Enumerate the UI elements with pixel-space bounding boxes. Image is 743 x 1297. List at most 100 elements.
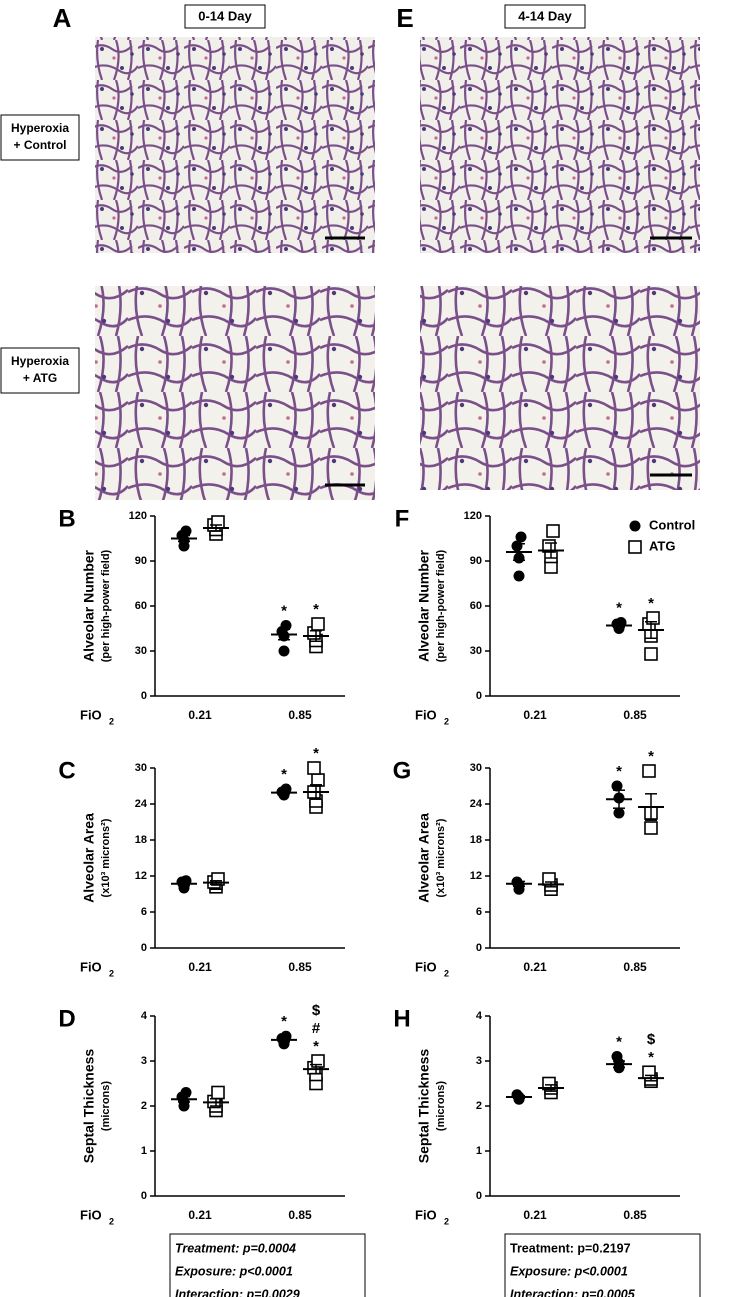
y-tick-label: 12 bbox=[470, 870, 482, 882]
panel-letter: E bbox=[396, 3, 413, 33]
stats-line: Interaction: p=0.0005 bbox=[510, 1287, 636, 1297]
data-point bbox=[211, 1085, 225, 1100]
significance-mark: * bbox=[281, 1013, 287, 1030]
y-tick-label: 18 bbox=[135, 834, 147, 846]
panel-letter: H bbox=[393, 1005, 410, 1032]
x-axis-label: FiO bbox=[415, 1207, 437, 1222]
data-point bbox=[180, 525, 192, 537]
y-axis-label: Alveolar Number bbox=[416, 549, 432, 662]
legend-marker bbox=[628, 540, 642, 554]
significance-mark: * bbox=[616, 599, 622, 616]
y-tick-label: 3 bbox=[141, 1055, 147, 1067]
y-axis-label: Septal Thickness bbox=[416, 1049, 432, 1164]
significance-mark: * bbox=[313, 745, 319, 762]
legend-label: ATG bbox=[649, 538, 675, 553]
title-box bbox=[184, 4, 266, 29]
x-tick-label: 0.21 bbox=[523, 708, 547, 722]
y-tick-label: 1 bbox=[141, 1145, 147, 1157]
y-axis-sublabel: (x10³ microns²) bbox=[435, 818, 447, 897]
data-point bbox=[611, 780, 623, 792]
data-point bbox=[644, 821, 658, 835]
y-tick-label: 90 bbox=[470, 555, 482, 567]
panel-letter: C bbox=[58, 757, 75, 784]
y-axis-sublabel: (per high-power field) bbox=[100, 549, 112, 662]
histology-image bbox=[95, 37, 375, 253]
data-point bbox=[180, 1087, 192, 1098]
stats-line: Exposure: p<0.0001 bbox=[510, 1264, 628, 1278]
y-tick-label: 0 bbox=[141, 942, 147, 954]
x-axis-sublabel: 2 bbox=[109, 716, 114, 726]
x-tick-label: 0.85 bbox=[623, 1208, 647, 1222]
histology-image bbox=[95, 286, 375, 500]
y-axis-sublabel: (per high-power field) bbox=[435, 549, 447, 662]
row-label: + Control bbox=[14, 138, 67, 152]
y-tick-label: 30 bbox=[470, 762, 482, 774]
significance-mark: * bbox=[648, 1049, 654, 1066]
y-tick-label: 6 bbox=[141, 906, 147, 918]
x-axis-label: FiO bbox=[415, 959, 437, 974]
x-tick-label: 0.85 bbox=[623, 960, 647, 974]
y-tick-label: 30 bbox=[470, 645, 482, 657]
data-point bbox=[513, 570, 525, 582]
stats-line: Treatment: p=0.2197 bbox=[510, 1241, 631, 1255]
y-tick-label: 18 bbox=[470, 834, 482, 846]
histology-image bbox=[420, 37, 700, 253]
histology-image bbox=[420, 286, 700, 490]
significance-mark: * bbox=[648, 595, 654, 612]
x-axis-sublabel: 2 bbox=[444, 716, 449, 726]
data-point bbox=[644, 647, 658, 661]
y-tick-label: 2 bbox=[476, 1100, 482, 1112]
stats-line: Exposure: p<0.0001 bbox=[175, 1264, 293, 1278]
stats-box bbox=[169, 1233, 366, 1297]
row-label: + ATG bbox=[23, 371, 57, 385]
x-tick-label: 0.21 bbox=[188, 1208, 212, 1222]
y-tick-label: 24 bbox=[470, 798, 483, 810]
row-label: Hyperoxia bbox=[11, 121, 69, 135]
stats-line: Interaction: p=0.0029 bbox=[175, 1287, 300, 1297]
panel-letter: D bbox=[58, 1005, 75, 1032]
y-tick-label: 12 bbox=[135, 870, 147, 882]
y-axis-label: Alveolar Number bbox=[81, 549, 97, 662]
y-tick-label: 6 bbox=[476, 906, 482, 918]
x-axis-label: FiO bbox=[80, 959, 102, 974]
row-label: Hyperoxia bbox=[11, 354, 69, 368]
y-axis-label: Septal Thickness bbox=[81, 1049, 97, 1164]
data-point bbox=[542, 1076, 556, 1091]
row-label-box bbox=[0, 347, 80, 394]
y-tick-label: 2 bbox=[141, 1100, 147, 1112]
data-point bbox=[611, 1051, 623, 1062]
x-tick-label: 0.21 bbox=[188, 960, 212, 974]
significance-mark: * bbox=[616, 1033, 622, 1050]
y-tick-label: 0 bbox=[141, 690, 147, 702]
x-axis-sublabel: 2 bbox=[109, 968, 114, 978]
y-tick-label: 90 bbox=[135, 555, 147, 567]
row-label-box bbox=[0, 114, 80, 161]
significance-mark: * bbox=[313, 601, 319, 618]
x-axis-label: FiO bbox=[80, 707, 102, 722]
y-tick-label: 30 bbox=[135, 762, 147, 774]
x-axis-label: FiO bbox=[415, 707, 437, 722]
panel-letter: F bbox=[395, 505, 410, 532]
y-tick-label: 0 bbox=[141, 1190, 147, 1202]
data-point bbox=[311, 617, 325, 631]
y-tick-label: 120 bbox=[464, 510, 482, 522]
data-point bbox=[542, 872, 556, 886]
x-tick-label: 0.85 bbox=[288, 708, 312, 722]
y-tick-label: 0 bbox=[476, 942, 482, 954]
y-axis-label: Alveolar Area bbox=[81, 813, 97, 903]
data-point bbox=[307, 761, 321, 775]
data-point bbox=[642, 1065, 656, 1080]
x-axis-label: FiO bbox=[80, 1207, 102, 1222]
significance-mark: * bbox=[648, 748, 654, 765]
panel-letter: B bbox=[58, 505, 75, 532]
x-tick-label: 0.85 bbox=[288, 1208, 312, 1222]
x-tick-label: 0.85 bbox=[623, 708, 647, 722]
stats-box bbox=[504, 1233, 701, 1297]
y-tick-label: 30 bbox=[135, 645, 147, 657]
y-tick-label: 120 bbox=[129, 510, 147, 522]
y-tick-label: 0 bbox=[476, 690, 482, 702]
x-axis-sublabel: 2 bbox=[444, 968, 449, 978]
legend-label: Control bbox=[649, 517, 695, 532]
x-tick-label: 0.21 bbox=[523, 1208, 547, 1222]
